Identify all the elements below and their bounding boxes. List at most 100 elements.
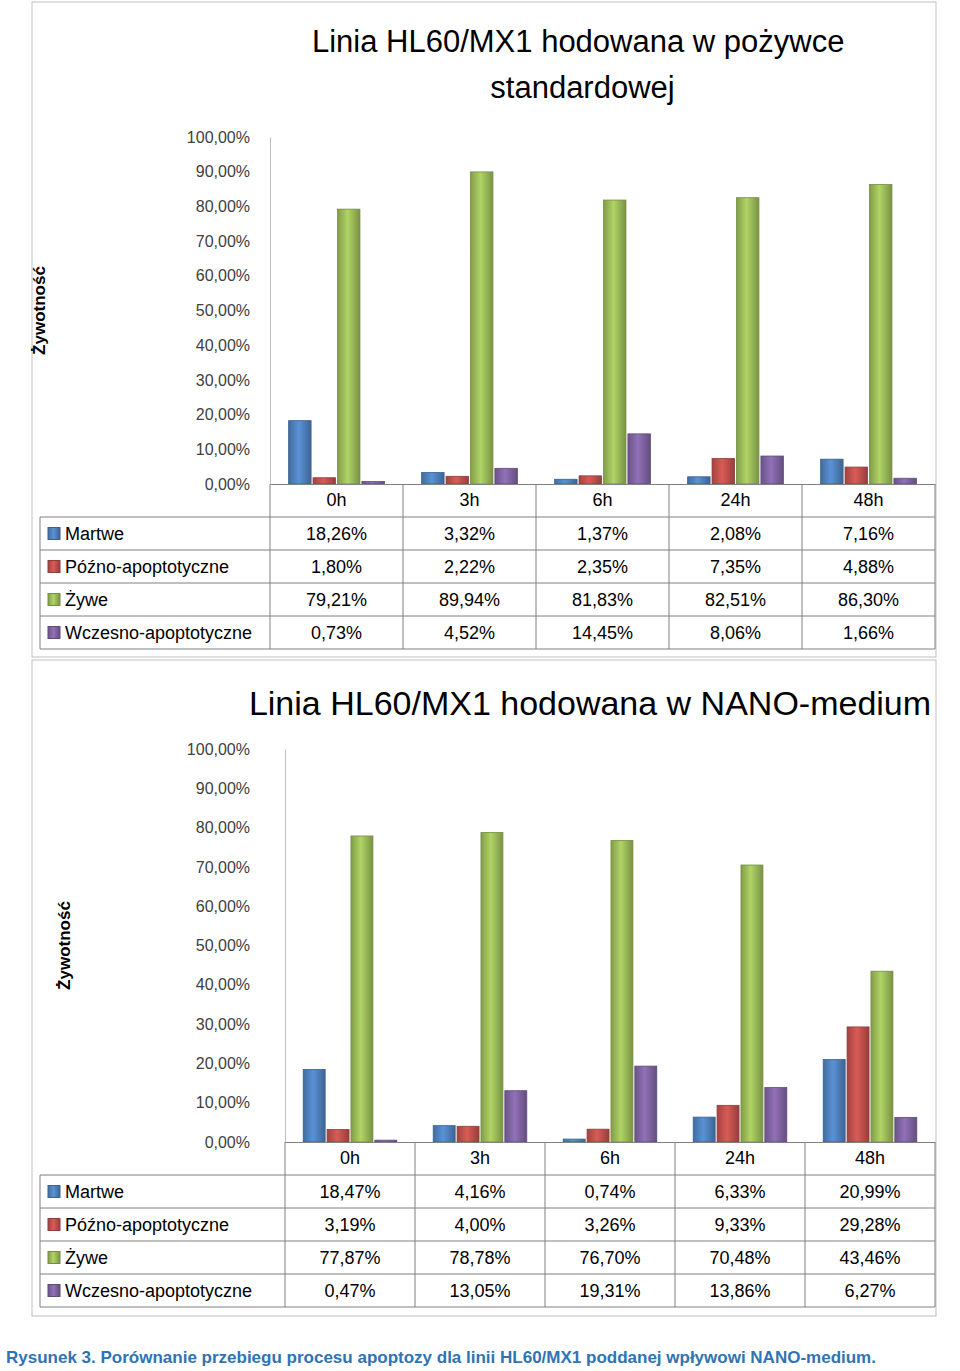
series (327, 1027, 869, 1142)
x-axis-line (271, 484, 936, 485)
x-tick-label: 6h (592, 490, 612, 510)
x-tick: 0h (340, 1142, 360, 1168)
y-axis: 0,00% 10,00% 20,00% 30,00% 40,00% 50,00% 60,00… (187, 741, 286, 1151)
y-tick: 0,00% (205, 1134, 285, 1151)
chart: Linia HL60/MX1 hodowana w NANO-medium0,0… (32, 660, 936, 1316)
legend-label: Późno-apoptotyczne (65, 1215, 229, 1235)
data-table: Martwe18,47%4,16%0,74%6,33%20,99%Późno-a… (40, 1142, 935, 1307)
table-value: 43,46% (839, 1248, 900, 1268)
table-value: 81,83% (572, 590, 633, 610)
chart-title-line: Linia HL60/MX1 hodowana w pożywce (312, 24, 853, 59)
y-tick: 90,00% (196, 163, 270, 180)
bar (289, 421, 311, 484)
bar (457, 1126, 479, 1142)
table-value: 2,22% (444, 557, 495, 577)
table-value: 7,16% (843, 524, 894, 544)
bars (303, 832, 917, 1142)
table-row-line (40, 649, 935, 650)
table-value: 89,94% (439, 590, 500, 610)
y-tick-label: 0,00% (205, 476, 250, 493)
table-value: 19,31% (579, 1281, 640, 1301)
chart-frame (32, 2, 936, 657)
legend-swatch (48, 1186, 60, 1198)
legend-swatch (48, 1219, 60, 1231)
y-tick: 10,00% (196, 1094, 285, 1111)
table-value: 77,87% (319, 1248, 380, 1268)
table-col-line (545, 1142, 546, 1307)
y-tick: 40,00% (196, 337, 270, 354)
bar (693, 1117, 715, 1142)
y-tick-label: 70,00% (196, 859, 250, 876)
bar (712, 458, 734, 484)
series (337, 172, 891, 484)
y-tick-label: 0,00% (205, 1134, 250, 1151)
table-value: 0,47% (324, 1281, 375, 1301)
bar (847, 1027, 869, 1142)
table-row-line (40, 1241, 935, 1242)
y-tick-label: 20,00% (196, 1055, 250, 1072)
x-tick: 0h (326, 484, 346, 510)
y-tick: 20,00% (196, 1055, 285, 1072)
table-col-line (270, 484, 271, 649)
bar (761, 456, 783, 484)
table-row-line (40, 1274, 935, 1275)
legend-swatch (48, 528, 60, 540)
chart-frame (32, 660, 936, 1316)
x-tick-label: 48h (853, 490, 883, 510)
bar (303, 1069, 325, 1142)
bars (289, 172, 917, 484)
bar (603, 200, 625, 484)
x-tick: 24h (720, 484, 750, 510)
bar (362, 481, 384, 484)
y-tick-label: 40,00% (196, 976, 250, 993)
bar (628, 434, 650, 484)
table-row-line (40, 583, 935, 584)
y-tick-label: 60,00% (196, 898, 250, 915)
bar (823, 1060, 845, 1142)
bar (579, 476, 601, 484)
table-col-line (805, 1142, 806, 1307)
bar (611, 841, 633, 1142)
table-col-line (403, 484, 404, 649)
table-col-line (415, 1142, 416, 1307)
bar (327, 1129, 349, 1142)
y-tick-label: 100,00% (187, 741, 250, 758)
y-tick: 30,00% (196, 1016, 285, 1033)
chart-title-line: standardowej (490, 70, 674, 105)
table-row-line (40, 1307, 935, 1308)
table-value: 8,06% (710, 623, 761, 643)
y-tick: 80,00% (196, 198, 270, 215)
table-value: 20,99% (839, 1182, 900, 1202)
y-tick-label: 90,00% (196, 780, 250, 797)
y-tick-label: 80,00% (196, 819, 250, 836)
x-tick: 6h (592, 484, 612, 510)
y-tick-label: 40,00% (196, 337, 250, 354)
chart-title: Linia HL60/MX1 hodowana w pożywce standa… (312, 24, 853, 105)
legend-label: Żywe (65, 590, 108, 610)
bar (563, 1139, 585, 1142)
legend-label: Późno-apoptotyczne (65, 557, 229, 577)
table-value: 86,30% (838, 590, 899, 610)
table-value: 13,05% (449, 1281, 510, 1301)
bar (555, 479, 577, 484)
x-tick-label: 24h (720, 490, 750, 510)
y-tick-label: 90,00% (196, 163, 250, 180)
bar (495, 468, 517, 484)
bar (894, 478, 916, 484)
y-tick-label: 50,00% (196, 937, 250, 954)
table-value: 1,80% (311, 557, 362, 577)
y-axis: 0,00%10,00%20,00%30,00%40,00%50,00%60,00… (187, 129, 271, 493)
x-tick-label: 24h (725, 1148, 755, 1168)
y-tick: 40,00% (196, 976, 285, 993)
x-tick: 24h (725, 1142, 755, 1168)
table-row-line (40, 616, 935, 617)
table-value: 29,28% (839, 1215, 900, 1235)
bar (635, 1066, 657, 1142)
y-tick-label: 30,00% (196, 1016, 250, 1033)
y-tick-label: 30,00% (196, 372, 250, 389)
table-col-line (935, 1142, 936, 1307)
y-tick-label: 70,00% (196, 233, 250, 250)
bar (337, 209, 359, 484)
bar (505, 1091, 527, 1142)
legend-label: Wczesno-apoptotyczne (65, 623, 252, 643)
